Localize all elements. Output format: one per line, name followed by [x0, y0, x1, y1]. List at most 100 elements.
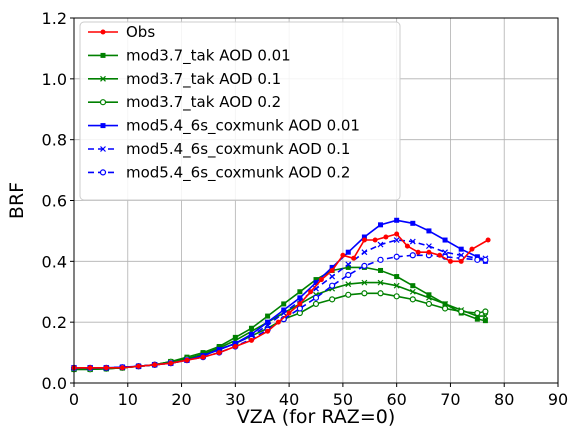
legend-label: mod3.7_tak AOD 0.2 — [126, 93, 281, 112]
series-1-point — [482, 318, 488, 324]
series-1-point — [410, 283, 416, 289]
legend-box — [79, 21, 401, 201]
series-4-point — [313, 280, 319, 286]
x-tick-label: 30 — [225, 390, 245, 409]
legend-marker — [99, 169, 107, 176]
legend-entry: mod3.7_tak AOD 0.01 — [88, 46, 291, 65]
series-3-point — [458, 308, 465, 315]
x-tick-label: 90 — [548, 390, 568, 409]
series-2-point — [377, 279, 384, 286]
series-1-point — [313, 277, 319, 283]
series-0-point — [232, 344, 238, 349]
series-0-point — [308, 289, 314, 295]
x-tick-label: 70 — [440, 390, 460, 409]
legend-marker — [100, 29, 106, 35]
series-1-point — [248, 325, 254, 331]
series-5-point — [345, 261, 352, 268]
series-4-point — [345, 249, 351, 255]
y-tick-label: 0.4 — [42, 252, 67, 271]
legend-label: mod5.4_6s_coxmunk AOD 0.1 — [126, 140, 350, 159]
series-3-point — [409, 296, 416, 303]
series-0-point — [469, 246, 475, 252]
series-0-point — [415, 249, 421, 255]
legend-entry: Obs — [88, 23, 155, 41]
series-0-point — [351, 255, 357, 261]
series-0-point — [216, 350, 222, 356]
legend: Obs mod3.7_tak AOD 0.01 mod3.7_tak AOD 0.1… — [79, 21, 401, 201]
y-tick-label: 0.2 — [42, 313, 67, 332]
series-0-point — [275, 319, 281, 325]
series-3-point — [361, 290, 368, 297]
x-tick-label: 10 — [118, 390, 138, 409]
legend-entry: mod3.7_tak AOD 0.1 — [88, 70, 281, 89]
series-4-point — [458, 246, 464, 252]
series-4-point — [297, 295, 303, 301]
series-0-point — [485, 237, 491, 243]
series-1-point — [474, 316, 480, 322]
series-3-point — [474, 309, 481, 317]
series-3-point — [345, 291, 352, 298]
series-3-point — [441, 305, 449, 312]
series-1-point — [426, 292, 432, 298]
x-tick-label: 0 — [69, 390, 79, 409]
y-tick-label: 0.0 — [42, 374, 67, 393]
series-5-point — [442, 249, 448, 256]
series-0-point — [394, 231, 400, 237]
series-0-point — [286, 310, 292, 316]
series-2-point — [482, 313, 489, 320]
series-4-point — [329, 264, 335, 270]
series-4-point — [426, 228, 432, 234]
series-3-point — [377, 290, 384, 297]
series-0-point — [119, 365, 125, 371]
series-0-point — [152, 362, 158, 368]
series-0-point — [248, 337, 254, 343]
series-6-point — [329, 282, 336, 289]
series-6-point — [361, 262, 368, 269]
series-0-point — [458, 258, 464, 264]
series-0-point — [136, 363, 142, 369]
y-tick-label: 0.8 — [42, 131, 67, 150]
legend-entry: mod5.4_6s_coxmunk AOD 0.1 — [88, 140, 350, 159]
series-2-point — [345, 281, 352, 288]
series-0-point — [297, 301, 303, 307]
series-0-point — [318, 277, 324, 283]
y-tick-label: 1.2 — [42, 9, 67, 28]
series-2-point — [442, 300, 448, 307]
legend-entry: mod5.4_6s_coxmunk AOD 0.01 — [88, 117, 360, 136]
x-tick-label: 40 — [279, 390, 299, 409]
series-4-point — [378, 222, 384, 228]
series-0-point — [361, 237, 367, 243]
legend-marker — [100, 75, 106, 82]
series-5-point — [329, 273, 336, 280]
series-5-point — [409, 238, 416, 245]
series-0-point — [340, 252, 346, 258]
series-1-point — [297, 289, 303, 295]
series-5-point — [426, 243, 432, 250]
series-1-point — [394, 274, 400, 280]
series-0-point — [329, 267, 335, 273]
x-tick-label: 50 — [333, 390, 353, 409]
series-1-point — [345, 264, 351, 270]
series-0-point — [168, 360, 174, 366]
series-0-point — [404, 243, 410, 249]
series-4-point — [394, 217, 400, 223]
series-0-point — [265, 328, 271, 334]
y-tick-label: 0.6 — [42, 192, 67, 211]
series-layer — [70, 217, 491, 373]
series-0-point — [372, 237, 378, 243]
series-1-point — [232, 334, 238, 340]
series-2-point — [409, 288, 416, 295]
series-4-point — [281, 307, 287, 313]
series-0-point — [103, 365, 109, 371]
legend-label: mod5.4_6s_coxmunk AOD 0.2 — [126, 163, 350, 182]
legend-marker — [100, 52, 106, 58]
legend-label: mod3.7_tak AOD 0.1 — [126, 70, 281, 89]
ticks: 0 10 20 30 40 50 60 70 80 90 0.0 0.2 0.4 0.6 0.8 1.0 1.2 — [42, 9, 569, 409]
x-tick-label: 60 — [386, 390, 406, 409]
series-5-point — [393, 237, 400, 243]
series-0-point — [184, 357, 190, 363]
legend-entry: mod3.7_tak AOD 0.2 — [88, 93, 281, 112]
series-3-point — [312, 300, 320, 308]
series-6-point — [345, 271, 352, 279]
